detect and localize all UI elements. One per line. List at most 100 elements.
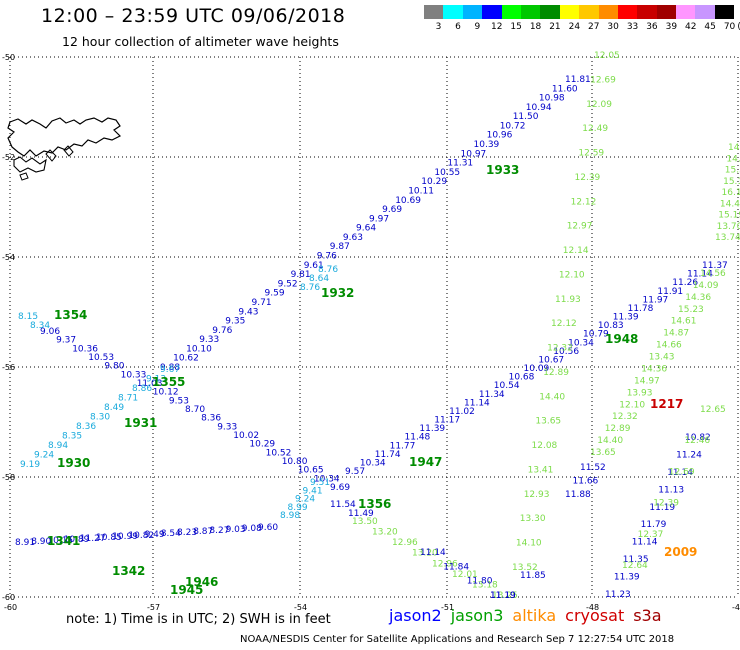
wave-height-value: 11.19 [490, 591, 516, 601]
wave-height-value: 11.39 [419, 424, 445, 434]
satellite-altika-label: altika [512, 606, 557, 625]
wave-height-value: 8.36 [76, 422, 96, 432]
wave-height-value: 12.08 [532, 441, 558, 451]
wave-height-value: 11.31 [447, 159, 473, 169]
wave-height-value: 11.52 [580, 463, 606, 473]
wave-height-value: 8.76 [300, 283, 320, 293]
pass-time-label: 1930 [57, 456, 90, 470]
lon-tick-label: -57 [147, 603, 160, 612]
wave-height-value: 9.52 [278, 279, 298, 289]
satellite-legend: jason2 jason3 altika cryosat s3a [389, 606, 671, 625]
wave-height-value: 11.34 [479, 390, 505, 400]
legend-label: 70 [723, 22, 736, 32]
legend-swatch [579, 5, 599, 19]
wave-height-value: 10.52 [266, 448, 292, 458]
wave-height-value: 13.70 [717, 222, 740, 232]
legend-swatch [424, 5, 444, 19]
wave-height-value: 10.10 [186, 344, 212, 354]
credit-line: NOAA/NESDIS Center for Satellite Applica… [240, 634, 675, 645]
legend-swatch [637, 5, 657, 19]
satellite-cryosat-label: cryosat [565, 606, 625, 625]
wave-height-value: 12.89 [543, 368, 569, 378]
wave-height-value: 8.35 [62, 432, 82, 442]
wave-height-value: 12.65 [700, 405, 726, 415]
legend-swatch [676, 5, 696, 19]
wave-height-value: 12.46 [684, 436, 710, 446]
wave-height-value: 14.36 [641, 365, 667, 375]
wave-height-value: 9.87 [330, 242, 350, 252]
legend-swatch [462, 5, 483, 19]
wave-height-value: 9.76 [317, 252, 337, 262]
wave-height-value: 9.24 [34, 451, 54, 461]
pass-time-label: 1354 [54, 308, 87, 322]
legend-label: 39 [665, 22, 678, 32]
wave-height-value: 9.53 [169, 396, 189, 406]
wave-height-value: 10.36 [72, 344, 98, 354]
wave-height-value: 11.39 [613, 313, 639, 323]
wave-height-value: 10.65 [298, 466, 324, 476]
lon-tick-label: -48 [586, 603, 599, 612]
wave-height-value: 12.37 [638, 530, 664, 540]
wave-height-value: 9.35 [225, 317, 245, 327]
wave-height-value: 10.98 [539, 94, 565, 104]
wave-height-value: 13.65 [590, 448, 616, 458]
wave-height-value: 12.10 [619, 400, 645, 410]
wave-height-value: 10.15 [47, 536, 73, 546]
wave-height-value: 13.52 [512, 563, 538, 573]
wave-height-value: 11.26 [672, 278, 698, 288]
wave-height-value: 11.14 [420, 548, 446, 558]
wave-height-value: 9.06 [40, 327, 60, 337]
wave-height-value: 11.93 [555, 295, 581, 305]
coastline-falkland-islands [7, 117, 122, 181]
wave-height-value: 9.37 [56, 336, 76, 346]
wave-height-value: 11.37 [702, 261, 728, 271]
wave-height-value: 10.53 [88, 353, 114, 363]
wave-height-value: 9.97 [369, 214, 389, 224]
wave-height-value: 14.43 [720, 199, 740, 209]
pass-time-label: 1356 [358, 497, 391, 511]
lat-tick-label: -50 [2, 53, 15, 62]
wave-height-value: 9.60 [258, 523, 278, 533]
wave-height-value: 10.72 [500, 122, 526, 132]
wave-height-value: 8.90 [31, 537, 51, 547]
wave-height-value: 8.49 [104, 403, 124, 413]
wave-height-value: 15.57 [725, 166, 740, 176]
wave-height-value: 9.33 [217, 422, 237, 432]
wave-height-value: 11.19 [490, 591, 516, 601]
wave-height-value: 12.12 [551, 319, 577, 329]
wave-height-value: 14.61 [671, 317, 697, 327]
wave-height-value: 13.20 [412, 549, 438, 559]
wave-height-value: 12.32 [547, 344, 573, 354]
pass-time-label: 1355 [152, 375, 185, 389]
altimeter-tracks: 11.8111.6010.9810.9411.5010.7210.9610.39… [15, 51, 740, 601]
wave-height-value: 12.64 [622, 561, 648, 571]
wave-height-value: 11.66 [573, 477, 599, 487]
pass-time-labels: 1354 1355 1931 1930 1932 1933 1948 1947 1356 1341… [47, 163, 697, 597]
wave-height-value: 11.97 [643, 295, 669, 305]
wave-height-value: 10.34 [360, 458, 386, 468]
wave-height-value: 9.24 [295, 495, 315, 505]
legend-label: 33 [626, 22, 639, 32]
wave-height-value: 10.09 [524, 364, 550, 374]
wave-height-value: 8.71 [118, 394, 138, 404]
wave-height-value: 9.51 [310, 478, 330, 488]
wave-height-value: 10.68 [509, 373, 535, 383]
wave-height-value: 14.1 [728, 143, 740, 153]
wave-height-value: 11.14 [632, 538, 658, 548]
wave-height-value: 12.01 [452, 570, 478, 580]
legend-swatch [520, 5, 541, 19]
wave-height-value: 8.87 [193, 527, 213, 537]
wave-height-value: 9.88 [160, 363, 180, 373]
lat-tick-label: -54 [2, 253, 15, 262]
wave-height-value: 10.96 [487, 131, 513, 141]
wave-height-value: 13.93 [627, 388, 653, 398]
wave-height-value: 13.25 [492, 591, 518, 601]
wave-height-value: 9.81 [291, 270, 311, 280]
wave-height-value: 12.09 [586, 100, 612, 110]
wave-height-value: 10.79 [583, 330, 609, 340]
map-grid [9, 56, 739, 598]
wave-height-value: 12.96 [432, 559, 458, 569]
wave-height-value: 14.10 [726, 154, 740, 164]
wave-height-value: 12.96 [392, 538, 418, 548]
